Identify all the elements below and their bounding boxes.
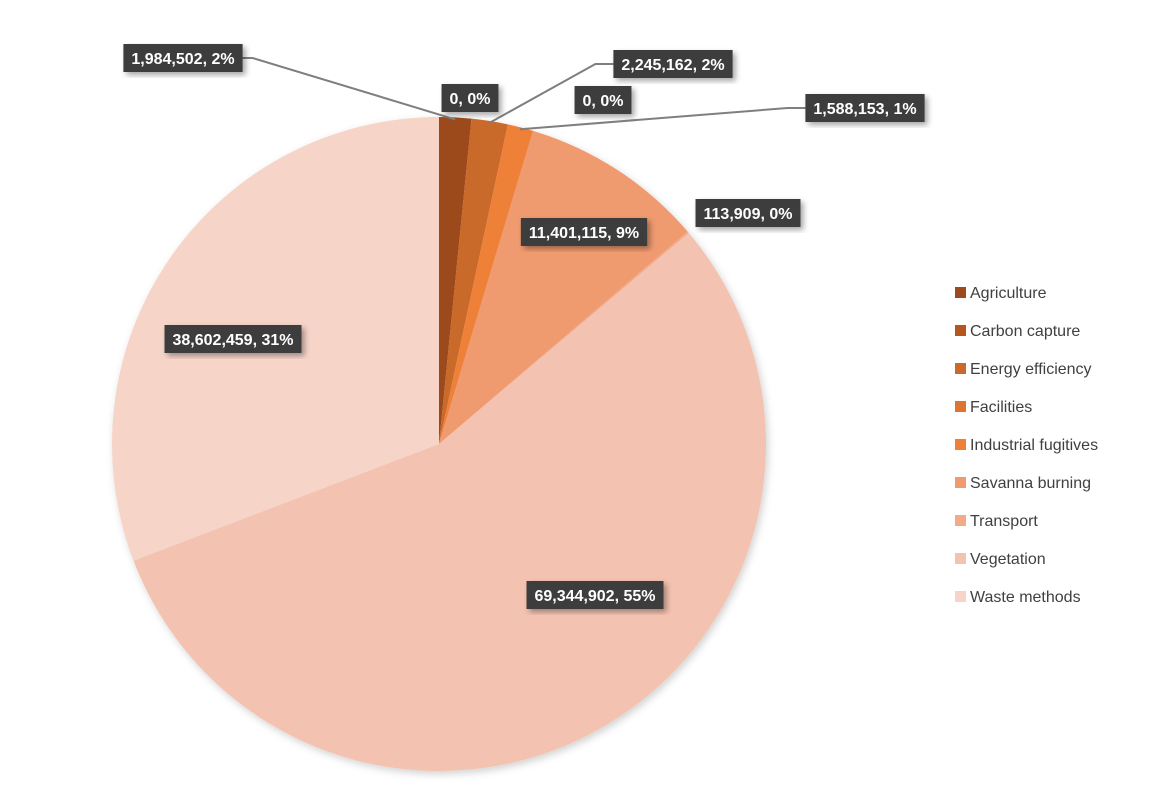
data-label-industrial-fugitives: 1,588,153, 1% bbox=[813, 101, 916, 118]
data-label-vegetation: 69,344,902, 55% bbox=[535, 588, 656, 605]
legend-label-vegetation: Vegetation bbox=[970, 551, 1046, 568]
legend-label-carbon-capture: Carbon capture bbox=[970, 323, 1080, 340]
pie-slice-energy-efficiency bbox=[439, 118, 508, 445]
legend-swatch-waste-methods bbox=[955, 591, 966, 602]
data-label-energy-efficiency: 2,245,162, 2% bbox=[621, 57, 724, 74]
legend: Agriculture Carbon capture Energy efficien… bbox=[955, 285, 1098, 606]
data-label-box-facilities bbox=[574, 86, 632, 114]
legend-swatch-transport bbox=[955, 515, 966, 526]
leader-lines bbox=[242, 57, 806, 131]
legend-swatch-facilities bbox=[955, 401, 966, 412]
legend-swatch-industrial-fugitives bbox=[955, 439, 966, 450]
pie-slice-transport bbox=[439, 231, 689, 444]
data-label-box-carbon-capture bbox=[441, 84, 499, 112]
legend-swatch-savanna-burning bbox=[955, 477, 966, 488]
pie-slice-industrial-fugitives bbox=[439, 124, 534, 444]
data-label-box-industrial-fugitives bbox=[805, 94, 925, 122]
data-label-transport: 113,909, 0% bbox=[704, 206, 793, 223]
leader-line-industrial-fugitives bbox=[519, 107, 806, 131]
data-label-box-waste-methods bbox=[164, 325, 302, 353]
legend-label-waste-methods: Waste methods bbox=[970, 589, 1081, 606]
legend-label-savanna-burning: Savanna burning bbox=[970, 475, 1091, 492]
data-label-facilities: 0, 0% bbox=[583, 93, 624, 110]
legend-swatch-energy-efficiency bbox=[955, 363, 966, 374]
data-label-box-savanna-burning bbox=[520, 218, 648, 246]
data-label-savanna-burning: 11,401,115, 9% bbox=[529, 225, 639, 242]
leader-line-energy-efficiency bbox=[488, 63, 614, 124]
legend-label-industrial-fugitives: Industrial fugitives bbox=[970, 437, 1098, 454]
data-label-box-energy-efficiency bbox=[613, 50, 733, 78]
legend-label-facilities: Facilities bbox=[970, 399, 1032, 416]
pie-slice-savanna-burning bbox=[439, 130, 688, 444]
data-label-carbon-capture: 0, 0% bbox=[450, 91, 491, 108]
data-labels: 1,984,502, 2% 0, 0% 2,245,162, 2% 0, 0% 1,58… bbox=[123, 44, 925, 609]
legend-swatch-vegetation bbox=[955, 553, 966, 564]
legend-swatch-agriculture bbox=[955, 287, 966, 298]
data-label-box-agriculture bbox=[123, 44, 243, 72]
pie-slice-agriculture bbox=[439, 117, 472, 444]
pie-slices bbox=[112, 116, 767, 772]
leader-line-agriculture bbox=[242, 57, 456, 121]
pie-slice-vegetation bbox=[133, 232, 767, 772]
data-label-agriculture: 1,984,502, 2% bbox=[131, 51, 234, 68]
data-label-waste-methods: 38,602,459, 31% bbox=[173, 332, 294, 349]
data-label-box-vegetation bbox=[526, 581, 664, 609]
legend-label-energy-efficiency: Energy efficiency bbox=[970, 361, 1092, 378]
legend-label-transport: Transport bbox=[970, 513, 1038, 530]
legend-label-agriculture: Agriculture bbox=[970, 285, 1047, 302]
data-label-box-transport bbox=[695, 199, 801, 227]
legend-swatch-carbon-capture bbox=[955, 325, 966, 336]
